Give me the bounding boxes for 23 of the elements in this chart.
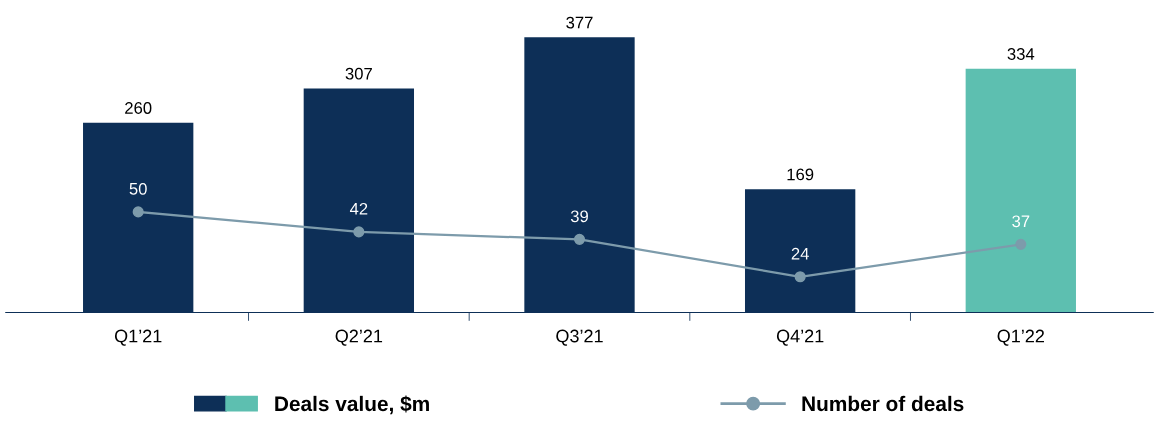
x-tick-label: Q1’21	[114, 329, 162, 346]
data-label: 37	[1012, 215, 1030, 228]
data-label: 39	[570, 210, 588, 223]
x-tick-label: Q4’21	[776, 329, 824, 346]
point	[794, 271, 806, 283]
point	[132, 206, 144, 218]
data-label: 307	[345, 67, 372, 80]
x-tick-label: Q2’21	[335, 329, 383, 346]
bar	[965, 68, 1076, 313]
data-label: 42	[349, 202, 368, 215]
data-label: 260	[125, 102, 152, 114]
point	[353, 226, 365, 238]
data-label: 169	[787, 168, 814, 181]
legend-label: Number of deals	[802, 395, 964, 412]
point	[1015, 238, 1027, 250]
x-tick-label: Q1’22	[997, 329, 1044, 346]
legend-label: Deals value, $m	[275, 395, 429, 415]
x-tick-label: Q3’21	[556, 329, 603, 346]
data-label: 50	[129, 182, 147, 195]
point	[573, 233, 586, 245]
data-label: 334	[1007, 48, 1035, 60]
data-label: 24	[791, 247, 809, 260]
data-label: 377	[566, 16, 593, 29]
